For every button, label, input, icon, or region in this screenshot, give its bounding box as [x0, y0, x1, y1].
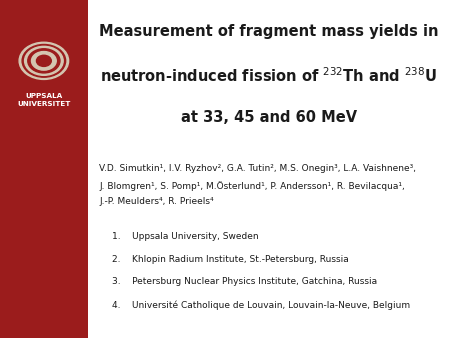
Text: neutron-induced fission of $^{232}$Th and $^{238}$U: neutron-induced fission of $^{232}$Th an…: [100, 66, 437, 84]
Text: 3.    Petersburg Nuclear Physics Institute, Gatchina, Russia: 3. Petersburg Nuclear Physics Institute,…: [112, 277, 378, 287]
Text: 4.    Université Catholique de Louvain, Louvain-la-Neuve, Belgium: 4. Université Catholique de Louvain, Lou…: [112, 300, 410, 310]
Circle shape: [32, 52, 56, 70]
Text: at 33, 45 and 60 MeV: at 33, 45 and 60 MeV: [181, 110, 357, 125]
Circle shape: [36, 55, 51, 67]
Text: V.D. Simutkin¹, I.V. Ryzhov², G.A. Tutin², M.S. Onegin³, L.A. Vaishnene³,: V.D. Simutkin¹, I.V. Ryzhov², G.A. Tutin…: [99, 164, 416, 173]
Circle shape: [22, 45, 66, 77]
Circle shape: [25, 46, 63, 75]
Text: 1.    Uppsala University, Sweden: 1. Uppsala University, Sweden: [112, 232, 259, 241]
Text: J. Blomgren¹, S. Pomp¹, M.Österlund¹, P. Andersson¹, R. Bevilacqua¹,: J. Blomgren¹, S. Pomp¹, M.Österlund¹, P.…: [99, 181, 405, 191]
Text: 2.    Khlopin Radium Institute, St.-Petersburg, Russia: 2. Khlopin Radium Institute, St.-Petersb…: [112, 255, 349, 264]
Text: Measurement of fragment mass yields in: Measurement of fragment mass yields in: [99, 24, 439, 39]
FancyBboxPatch shape: [0, 0, 88, 338]
Circle shape: [19, 42, 68, 79]
Text: J.-P. Meulders⁴, R. Prieels⁴: J.-P. Meulders⁴, R. Prieels⁴: [99, 197, 214, 206]
Circle shape: [28, 49, 60, 73]
Text: UPPSALA
UNIVERSITET: UPPSALA UNIVERSITET: [17, 93, 71, 107]
